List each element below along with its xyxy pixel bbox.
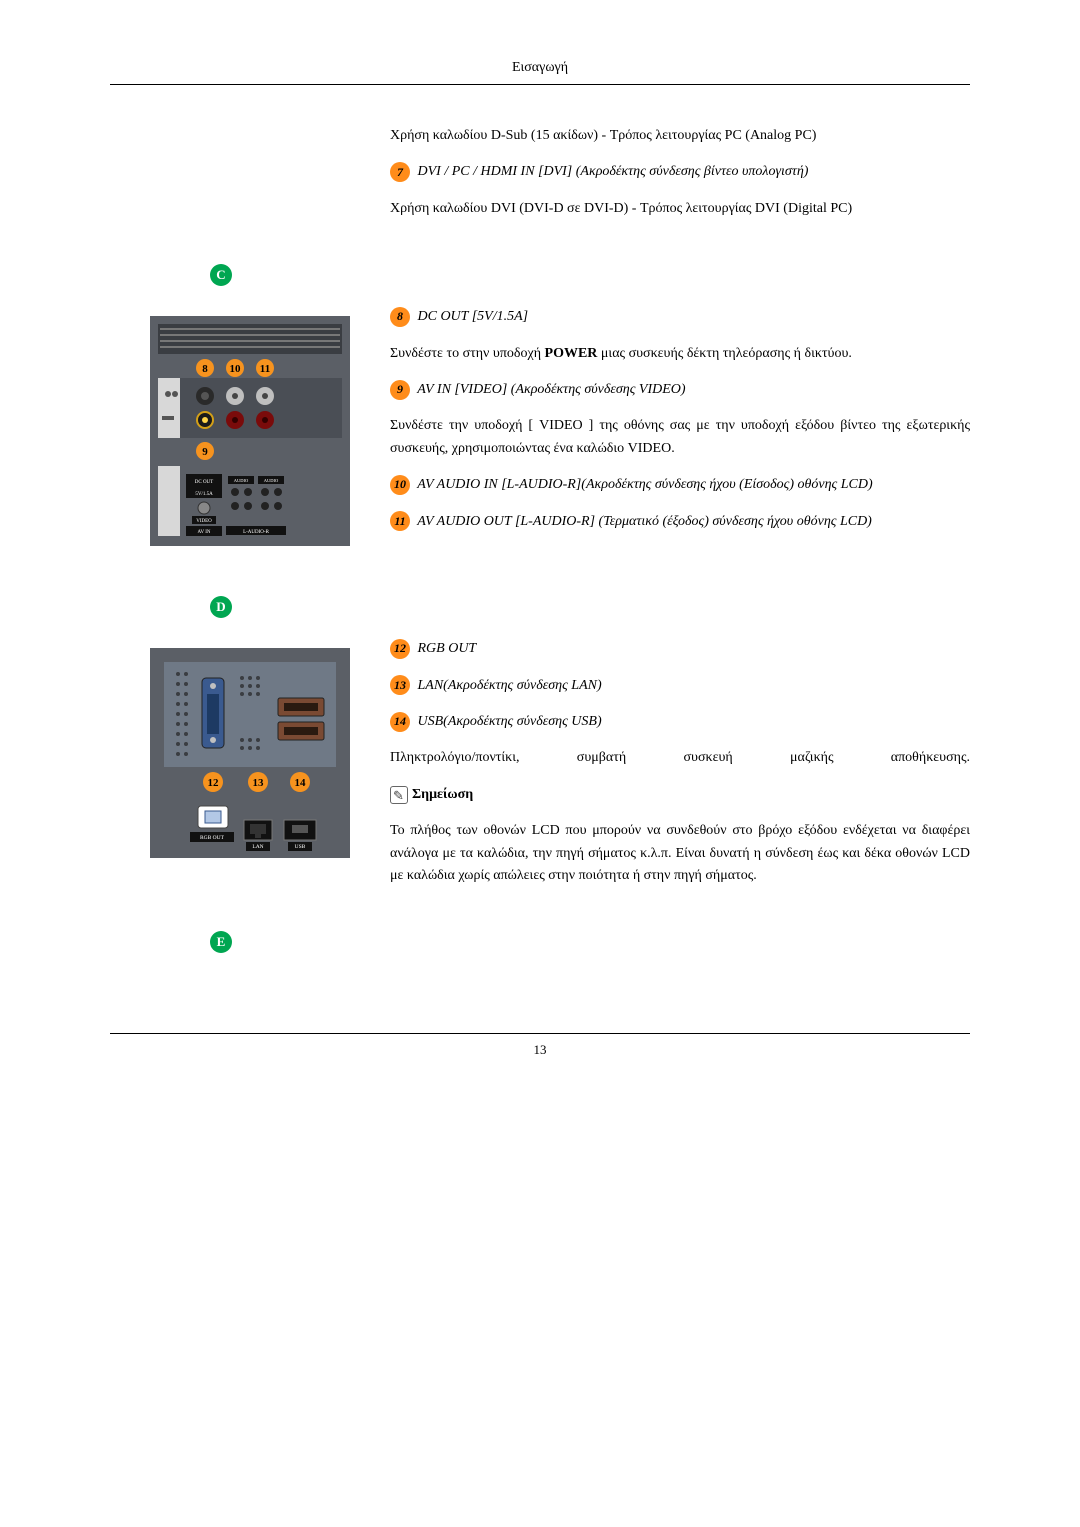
badge-13-icon: 13: [390, 675, 410, 695]
heading-text: DC OUT [5V/1.5A]: [414, 309, 528, 324]
note-icon: [390, 786, 408, 804]
paragraph: Συνδέστε την υποδοχή [ VIDEO ] της οθόνη…: [390, 415, 970, 460]
note-heading: Σημείωση: [390, 784, 970, 806]
paragraph: Συνδέστε το στην υποδοχή POWER μιας συσκ…: [390, 343, 970, 365]
item-heading-13: 13 LAN(Ακροδέκτης σύνδεσης LAN): [390, 675, 970, 697]
heading-text: USB(Ακροδέκτης σύνδεσης USB): [414, 714, 602, 729]
item-heading-11: 11 AV AUDIO OUT [L-AUDIO-R] (Τερματικό (…: [390, 511, 970, 533]
paragraph: Το πλήθος των οθονών LCD που μπορούν να …: [390, 820, 970, 887]
item-heading-9: 9 AV IN [VIDEO] (Ακροδέκτης σύνδεσης VID…: [390, 379, 970, 401]
item-heading-7: 7 DVI / PC / HDMI IN [DVI] (Ακροδέκτης σ…: [390, 161, 970, 183]
svg-text:DC OUT: DC OUT: [195, 480, 213, 485]
svg-text:RGB OUT: RGB OUT: [200, 835, 225, 841]
letter-d-icon: D: [210, 596, 232, 618]
svg-text:AV IN: AV IN: [197, 530, 210, 535]
heading-text: AV AUDIO OUT [L-AUDIO-R] (Τερματικό (έξο…: [414, 514, 872, 529]
section-e-label: E: [210, 931, 970, 953]
section-d-label: D: [210, 596, 970, 618]
page-number: 13: [110, 1033, 970, 1058]
svg-text:L-AUDIO-R: L-AUDIO-R: [243, 530, 269, 535]
badge-10-icon: 10: [390, 475, 410, 495]
item-heading-8: 8 DC OUT [5V/1.5A]: [390, 306, 970, 328]
page-header: Εισαγωγή: [110, 60, 970, 84]
diagram-c: 8 10 11 9 DC OUT 5V/1.5A: [150, 316, 350, 546]
svg-text:10: 10: [230, 363, 242, 375]
heading-text: AV AUDIO IN [L-AUDIO-R](Ακροδέκτης σύνδε…: [414, 477, 873, 492]
svg-text:14: 14: [295, 777, 307, 789]
text: μιας συσκευής δέκτη τηλεόρασης ή δικτύου…: [597, 346, 851, 361]
text: Συνδέστε το στην υποδοχή: [390, 346, 545, 361]
item-heading-12: 12 RGB OUT: [390, 638, 970, 660]
svg-text:5V/1.5A: 5V/1.5A: [195, 492, 213, 497]
badge-12-icon: 12: [390, 639, 410, 659]
header-rule: [110, 84, 970, 85]
svg-text:13: 13: [253, 777, 265, 789]
badge-7-icon: 7: [390, 162, 410, 182]
text-bold: POWER: [545, 346, 598, 361]
svg-text:AUDIO: AUDIO: [234, 478, 249, 483]
svg-text:LAN: LAN: [252, 844, 263, 850]
section-c-label: C: [210, 264, 970, 286]
heading-text: RGB OUT: [414, 641, 476, 656]
svg-text:11: 11: [260, 363, 270, 375]
badge-11-icon: 11: [390, 511, 410, 531]
note-label-text: Σημείωση: [412, 787, 473, 802]
svg-text:9: 9: [202, 446, 208, 458]
svg-text:12: 12: [208, 777, 220, 789]
svg-text:VIDEO: VIDEO: [196, 519, 212, 524]
item-heading-10: 10 AV AUDIO IN [L-AUDIO-R](Ακροδέκτης σύ…: [390, 474, 970, 496]
badge-9-icon: 9: [390, 380, 410, 400]
paragraph: Πληκτρολόγιο/ποντίκι, συμβατή συσκευή μα…: [390, 747, 970, 769]
letter-c-icon: C: [210, 264, 232, 286]
badge-8-icon: 8: [390, 307, 410, 327]
heading-text: AV IN [VIDEO] (Ακροδέκτης σύνδεσης VIDEO…: [414, 382, 686, 397]
svg-text:8: 8: [202, 363, 208, 375]
paragraph: Χρήση καλωδίου DVI (DVI-D σε DVI-D) - Τρ…: [390, 198, 970, 220]
svg-text:AUDIO: AUDIO: [264, 478, 279, 483]
item-heading-14: 14 USB(Ακροδέκτης σύνδεσης USB): [390, 711, 970, 733]
badge-14-icon: 14: [390, 712, 410, 732]
diagram-d: 12 13 14 RGB OUT LAN USB: [150, 648, 350, 858]
letter-e-icon: E: [210, 931, 232, 953]
heading-text: DVI / PC / HDMI IN [DVI] (Ακροδέκτης σύν…: [414, 164, 808, 179]
paragraph: Χρήση καλωδίου D-Sub (15 ακίδων) - Τρόπο…: [390, 125, 970, 147]
svg-text:USB: USB: [295, 844, 306, 850]
heading-text: LAN(Ακροδέκτης σύνδεσης LAN): [414, 678, 602, 693]
